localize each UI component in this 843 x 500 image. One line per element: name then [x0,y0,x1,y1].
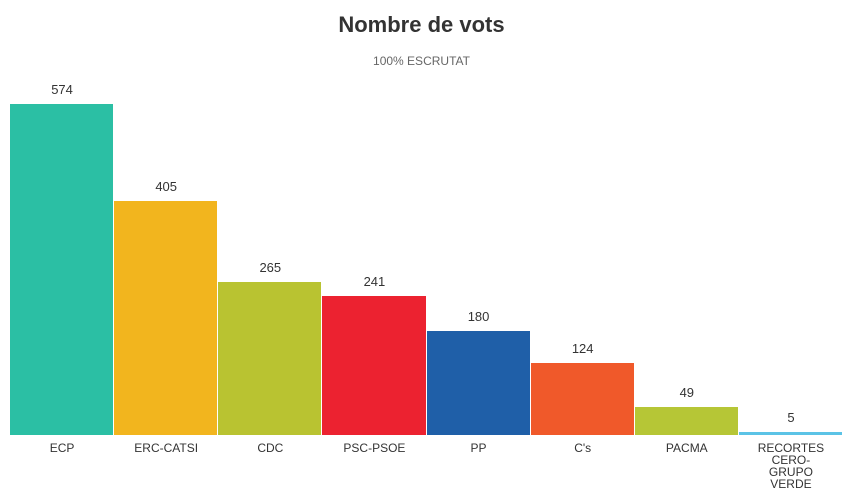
x-tick-label: PACMA [665,441,708,455]
data-label: 124 [571,341,594,357]
bar [530,363,634,435]
bar [322,296,426,435]
bar [634,406,738,435]
data-label: 5 [787,410,795,426]
x-tick-label: PP [470,441,487,455]
data-label: 405 [155,179,178,195]
x-tick-label: ERC-CATSI [134,441,199,455]
data-label: 180 [467,309,490,325]
x-tick-label: CDC [257,441,284,455]
chart-title: Nombre de vots [338,12,505,37]
x-tick-label: C's [574,441,592,455]
bar [426,331,530,435]
x-tick-label: PSC-PSOE [343,441,406,455]
data-label: 265 [259,260,282,276]
x-tick-label: ECP [49,441,75,455]
bar [738,432,842,435]
chart-subtitle: 100% ESCRUTAT [373,54,470,68]
data-label: 574 [51,82,73,97]
bar [114,201,218,435]
bar [10,104,114,435]
bar [218,282,322,435]
data-label: 241 [363,274,386,290]
data-label: 49 [679,384,695,400]
x-tick-label: RECORTES CERO-GRUPO VERDE [757,441,825,491]
